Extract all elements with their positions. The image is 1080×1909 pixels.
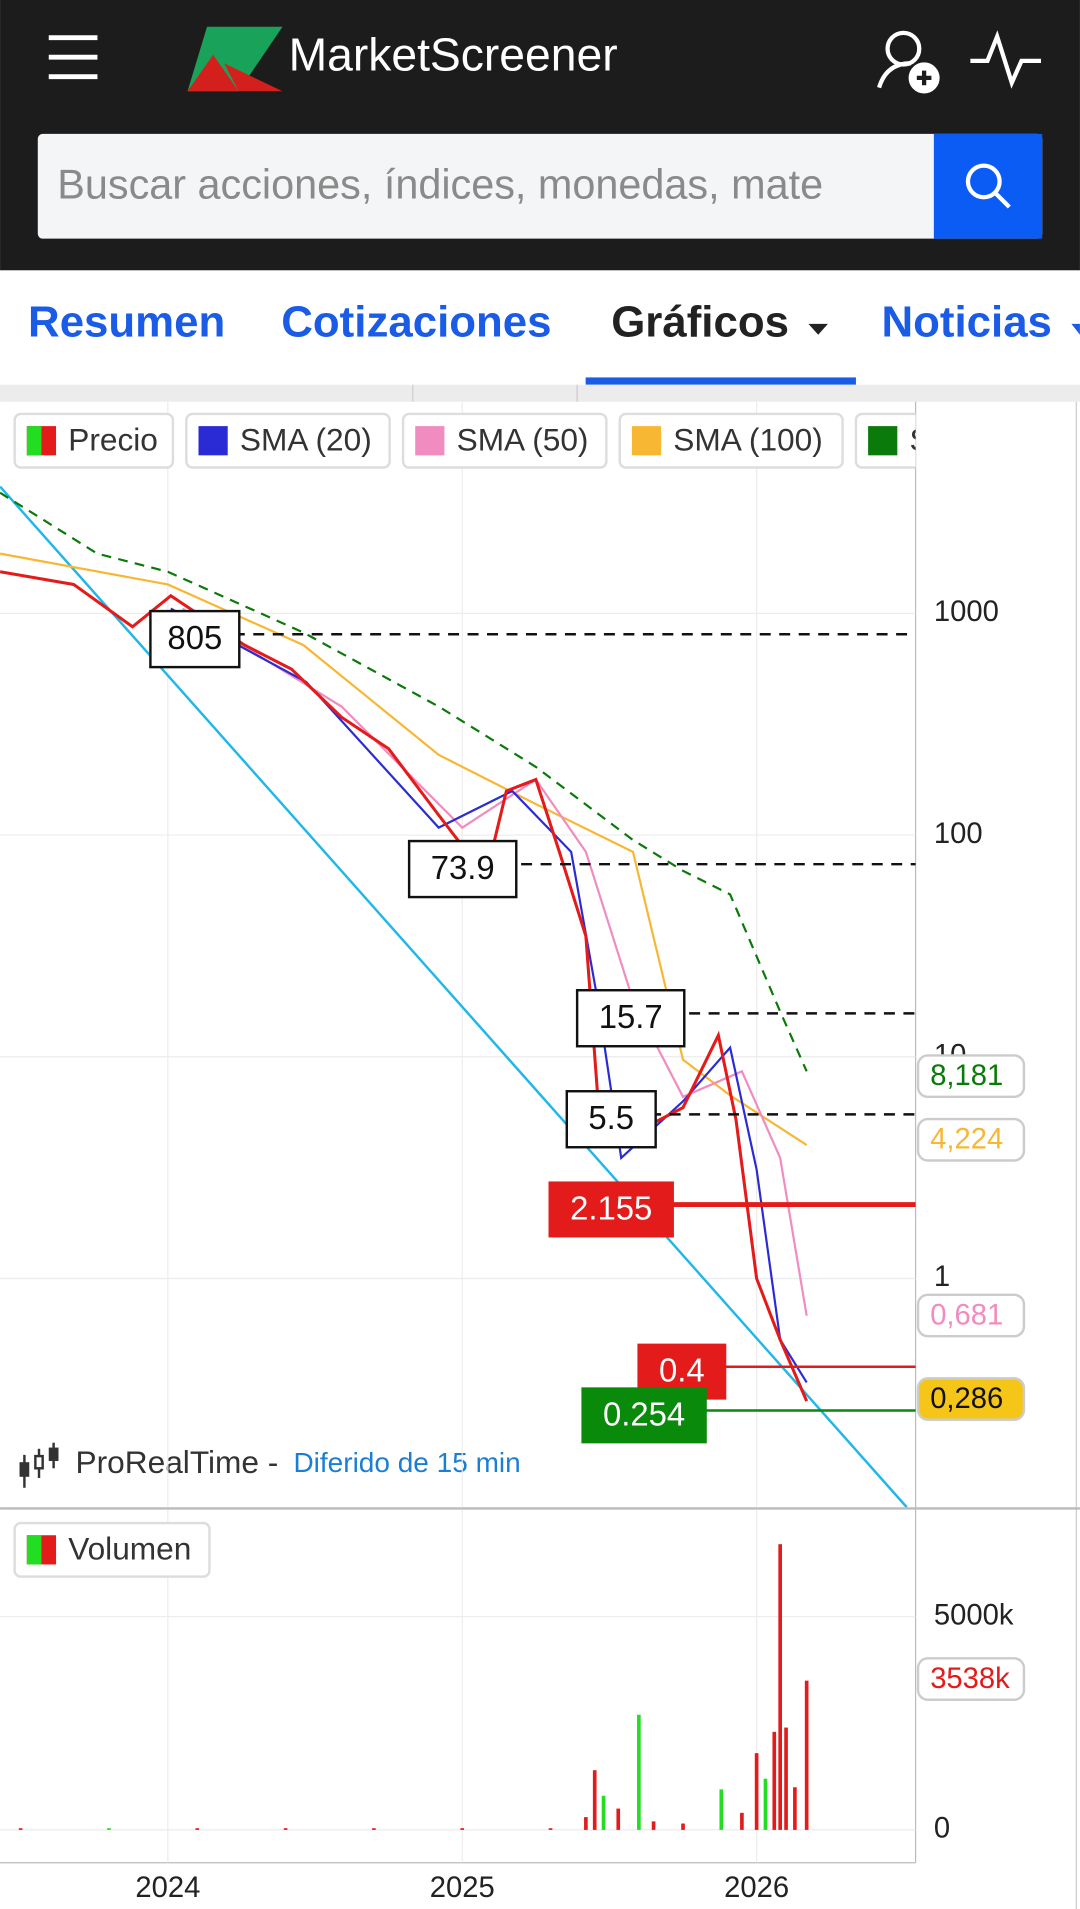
tab[interactable]: Cotizaciones	[281, 298, 551, 347]
price-tag	[916, 1377, 1026, 1421]
prorealtime-icon	[19, 1442, 59, 1488]
level-label: 15.7	[599, 998, 663, 1035]
legend-swatch	[198, 426, 228, 456]
menu-button[interactable]	[48, 35, 98, 80]
search-icon	[965, 163, 1011, 209]
volume-bar	[584, 1817, 588, 1830]
activity-icon[interactable]	[970, 30, 1041, 89]
y-tick-label: 0	[934, 1813, 950, 1845]
legend-label[interactable]: SMA (20)	[240, 421, 372, 457]
volume-bar	[793, 1787, 797, 1830]
legend-label[interactable]: SMA (100)	[673, 421, 822, 457]
price-tag-label: 0,681	[930, 1299, 1003, 1331]
legend-swatch	[26, 426, 42, 456]
level-box	[407, 839, 518, 899]
dropdown-arrow	[808, 323, 828, 335]
level-label: 0.254	[603, 1395, 685, 1432]
level-label: 5.5	[588, 1099, 634, 1136]
volume-bar	[460, 1828, 465, 1830]
level-box	[149, 609, 241, 669]
sma-line	[181, 607, 808, 1316]
delay-note[interactable]: Diferido de 15 min	[293, 1447, 520, 1478]
legend-swatch	[868, 426, 898, 456]
volume-bar	[740, 1812, 744, 1830]
trendline	[0, 485, 908, 1508]
legend-box	[185, 412, 391, 469]
legend-swatch	[631, 426, 662, 456]
price-tag-label: 8,181	[930, 1060, 1003, 1092]
level-box	[575, 989, 686, 1048]
volume-bar	[107, 1828, 111, 1830]
search-placeholder: Buscar acciones, índices, monedas, mate	[57, 161, 823, 207]
y-tick-label: 5000k	[934, 1599, 1014, 1631]
legend-swatch	[415, 426, 445, 456]
volume-bar	[778, 1544, 782, 1830]
x-tick-label: 2025	[430, 1872, 495, 1904]
volume-bar	[616, 1808, 621, 1830]
account-icon[interactable]	[877, 30, 940, 94]
level-box	[581, 1387, 707, 1444]
volume-bar	[18, 1828, 23, 1830]
legend-label[interactable]: S	[910, 421, 931, 457]
search-box[interactable]	[37, 133, 1043, 239]
volume-bar	[592, 1770, 597, 1830]
volume-bar	[651, 1821, 656, 1830]
tab[interactable]: Noticias	[882, 298, 1052, 347]
search-button[interactable]	[933, 133, 1043, 239]
volume-bar	[784, 1727, 788, 1830]
tab[interactable]: Resumen	[28, 298, 225, 347]
price-tag-label: 4,224	[930, 1124, 1003, 1156]
sma-line	[0, 491, 808, 1072]
y-tick-label: 100	[934, 818, 983, 850]
sma-line	[170, 607, 808, 1383]
level-label: 73.9	[431, 849, 495, 886]
volume-bar	[763, 1778, 768, 1830]
price-tag-label: 3538k	[930, 1663, 1010, 1695]
source: ProRealTime -	[76, 1444, 279, 1480]
x-tick-label: 2024	[135, 1872, 200, 1904]
legend-box	[401, 412, 608, 469]
y-tick-label: 1	[934, 1261, 950, 1293]
volume-bar	[195, 1828, 200, 1830]
price-tag	[916, 1117, 1026, 1162]
tab-active[interactable]: Gráficos	[611, 298, 789, 347]
volume-bar	[719, 1789, 724, 1830]
y-tick-label: 1000	[934, 596, 999, 628]
volume-bar	[372, 1828, 376, 1830]
price-tag	[916, 1054, 1026, 1099]
legend-label: Volumen	[68, 1530, 191, 1566]
legend-box	[13, 1521, 211, 1578]
price-tag-label: 0,286	[930, 1383, 1003, 1415]
legend-label[interactable]: SMA (50)	[457, 421, 589, 457]
volume-bar	[601, 1795, 606, 1830]
level-box	[565, 1090, 657, 1149]
price-line	[0, 570, 809, 1402]
volume-bar	[804, 1680, 809, 1830]
level-box	[548, 1181, 674, 1238]
level-label: 2.155	[570, 1189, 652, 1226]
legend-swatch	[26, 1535, 42, 1565]
volume-bar	[637, 1714, 641, 1830]
legend-label[interactable]: Precio	[68, 421, 158, 457]
toolbar-strip	[0, 384, 1080, 402]
volume-bar	[548, 1828, 553, 1830]
volume-bar	[754, 1753, 759, 1830]
level-label: 805	[167, 619, 222, 656]
price-tag	[916, 1293, 1026, 1338]
volume-bar	[681, 1823, 685, 1830]
tab-underline	[585, 377, 856, 385]
level-label: 0.4	[659, 1352, 705, 1389]
volume-plot	[0, 1509, 916, 1863]
price-plot	[0, 401, 916, 1508]
volume-bar	[283, 1828, 288, 1830]
x-tick-label: 2026	[724, 1872, 789, 1904]
price-tag	[916, 1657, 1026, 1701]
logo-text[interactable]: MarketScreener	[289, 29, 618, 81]
volume-bar	[772, 1731, 777, 1830]
legend-box	[618, 412, 844, 469]
legend: Precio SMA (20) SMA (50) SMA (100) S	[13, 412, 931, 469]
dropdown-arrow	[1071, 323, 1080, 335]
